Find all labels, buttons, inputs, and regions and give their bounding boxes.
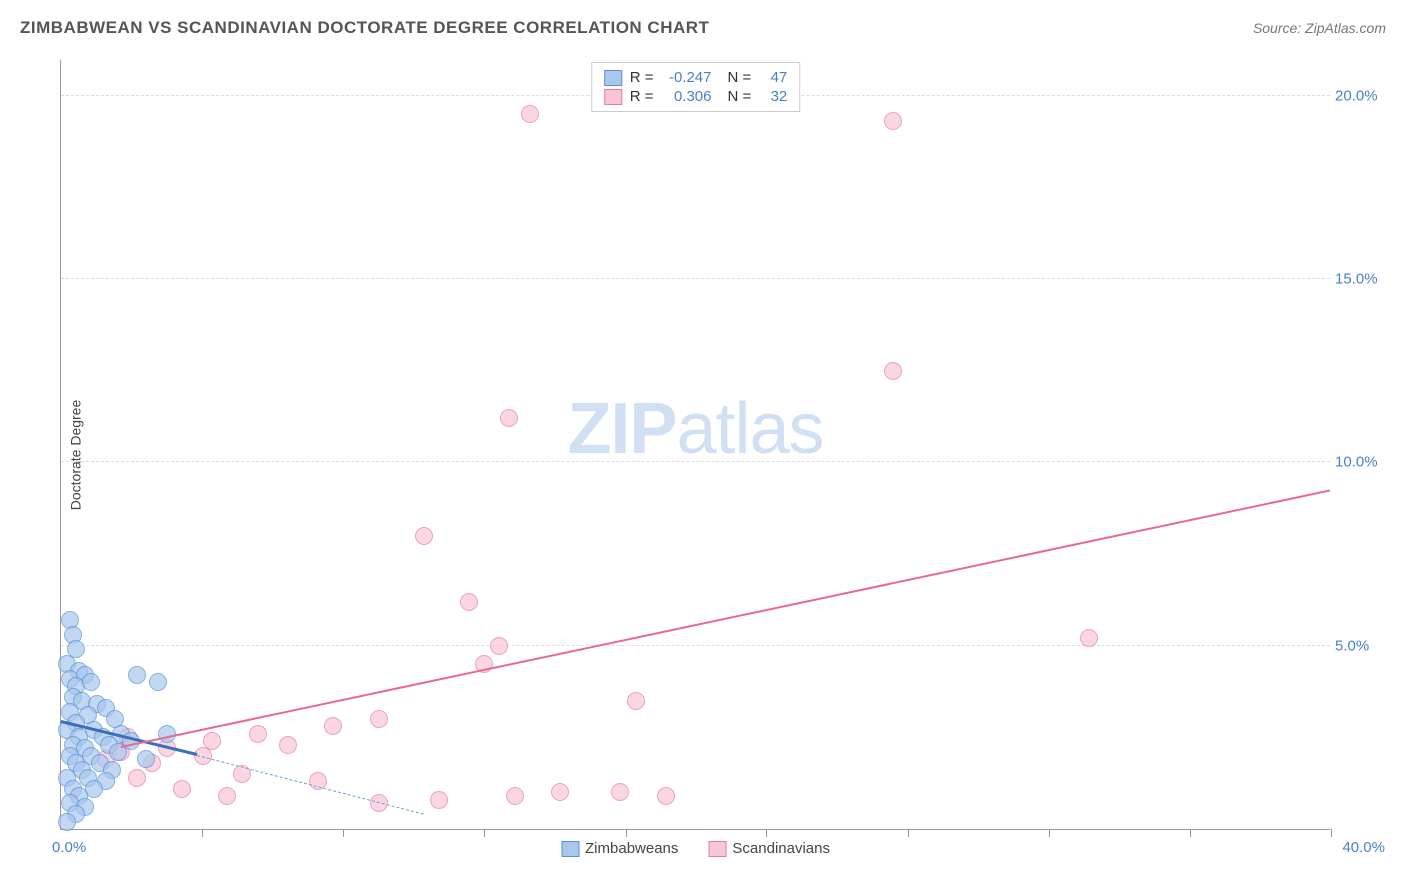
data-point-scandinavians [173,780,191,798]
gridline-h [61,645,1330,646]
y-tick-label: 20.0% [1335,87,1385,104]
data-point-scandinavians [611,783,629,801]
x-tick [1049,829,1050,837]
source-label: Source: ZipAtlas.com [1253,20,1386,36]
data-point-scandinavians [627,692,645,710]
data-point-scandinavians [128,769,146,787]
x-tick [1190,829,1191,837]
data-point-scandinavians [324,717,342,735]
y-tick-label: 5.0% [1335,637,1385,654]
x-tick [908,829,909,837]
swatch-scandinavians-icon [708,841,726,857]
data-point-scandinavians [490,637,508,655]
data-point-zimbabweans [137,750,155,768]
data-point-scandinavians [370,710,388,728]
data-point-scandinavians [279,736,297,754]
swatch-scandinavians [604,89,622,105]
x-tick [626,829,627,837]
trend-line [121,490,1331,749]
data-point-scandinavians [1080,629,1098,647]
data-point-scandinavians [460,593,478,611]
data-point-scandinavians [884,112,902,130]
data-point-scandinavians [884,362,902,380]
x-origin-label: 0.0% [52,839,86,856]
watermark: ZIPatlas [567,388,823,470]
data-point-scandinavians [430,791,448,809]
data-point-zimbabweans [149,673,167,691]
data-point-scandinavians [500,409,518,427]
legend-row-zimbabweans: R = -0.247 N = 47 [604,69,788,86]
data-point-zimbabweans [158,725,176,743]
correlation-legend: R = -0.247 N = 47 R = 0.306 N = 32 [591,62,801,112]
chart-area: Doctorate Degree ZIPatlas R = -0.247 N =… [50,60,1380,850]
y-tick-label: 15.0% [1335,271,1385,288]
swatch-zimbabweans [604,70,622,86]
data-point-zimbabweans [58,813,76,831]
y-tick-label: 10.0% [1335,454,1385,471]
x-tick [343,829,344,837]
x-tick [1331,829,1332,837]
data-point-scandinavians [506,787,524,805]
data-point-scandinavians [218,787,236,805]
data-point-scandinavians [521,105,539,123]
swatch-zimbabweans-icon [561,841,579,857]
legend-item-zimbabweans: Zimbabweans [561,840,678,857]
series-legend: Zimbabweans Scandinavians [561,840,830,857]
data-point-zimbabweans [82,673,100,691]
chart-title: ZIMBABWEAN VS SCANDINAVIAN DOCTORATE DEG… [20,18,709,38]
plot-region: ZIPatlas R = -0.247 N = 47 R = 0.306 N =… [60,60,1330,830]
data-point-scandinavians [249,725,267,743]
data-point-scandinavians [415,527,433,545]
trend-line [197,755,424,815]
x-tick [484,829,485,837]
data-point-scandinavians [657,787,675,805]
gridline-h [61,461,1330,462]
x-end-label: 40.0% [1342,839,1385,856]
legend-row-scandinavians: R = 0.306 N = 32 [604,88,788,105]
data-point-zimbabweans [128,666,146,684]
legend-item-scandinavians: Scandinavians [708,840,830,857]
x-tick [766,829,767,837]
x-tick [202,829,203,837]
data-point-scandinavians [551,783,569,801]
gridline-h [61,278,1330,279]
